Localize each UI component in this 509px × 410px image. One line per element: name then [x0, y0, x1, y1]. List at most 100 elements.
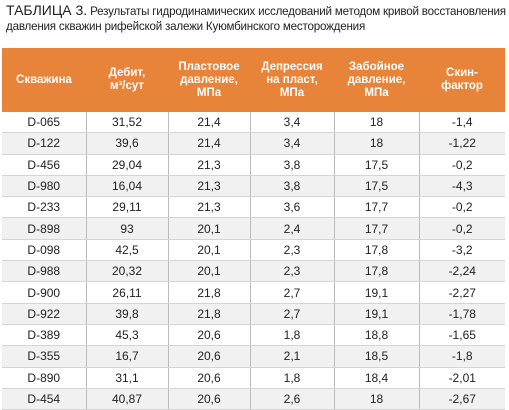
table-cell: -3,2: [418, 239, 505, 262]
table-cell: 2,4: [249, 217, 334, 240]
table-cell: D-988: [2, 260, 86, 283]
header-cell: Забойное давление, МПа: [334, 48, 419, 112]
header-cell: Дебит, м³/сут: [86, 48, 168, 112]
header-text: МПа: [364, 86, 389, 99]
table-cell: 21,3: [167, 154, 250, 176]
table-cell: 1,8: [249, 367, 334, 389]
table-row: D-456 29,04 21,3 3,8 17,5 -0,2: [2, 154, 505, 176]
header-text: Скважина: [16, 73, 72, 86]
table-cell: 29,11: [85, 196, 168, 219]
table-cell: 21,8: [167, 303, 250, 325]
table-cell: 20,1: [167, 260, 250, 283]
table-row: D-988 20,32 20,1 2,3 17,8 -2,24: [2, 260, 505, 283]
table-cell: 3,8: [249, 175, 334, 198]
table-cell: 20,32: [85, 260, 168, 283]
table-cell: 21,4: [167, 132, 250, 155]
header-row: Скважина Дебит, м³/сут Пластовое давление, МП…: [2, 48, 505, 112]
header-text: Забойное: [348, 60, 405, 73]
table-cell: 1,8: [249, 324, 334, 347]
table-cell: 18,5: [333, 345, 419, 368]
table-row: D-890 31,1 20,6 1,8 18,4 -2,01: [2, 367, 505, 389]
table-row: D-898 93 20,1 2,4 17,7 -0,2: [2, 217, 505, 240]
caption-text: Результаты гидродинамических исследовани…: [90, 5, 506, 18]
data-table: Скважина Дебит, м³/сут Пластовое давление, МП…: [2, 48, 505, 410]
table-cell: D-454: [2, 388, 86, 410]
table-cell: 19,1: [333, 281, 419, 304]
table-cell: 3,4: [249, 132, 334, 155]
table-cell: 20,1: [167, 239, 250, 262]
table-cell: 17,8: [333, 239, 419, 262]
table-cell: 31,52: [85, 112, 168, 134]
header-text: давление,: [347, 73, 406, 86]
table-cell: -2,67: [418, 388, 505, 410]
table-cell: 2,3: [249, 260, 334, 283]
table-cell: 39,6: [85, 132, 168, 155]
header-text: МПа: [279, 86, 305, 99]
table-cell: 20,6: [167, 388, 250, 410]
table-row: D-922 39,8 21,8 2,7 19,1 -1,78: [2, 303, 505, 325]
table-cell: -1,8: [418, 345, 505, 368]
table-cell: D-900: [2, 281, 86, 304]
header-text: на пласт,: [266, 73, 318, 86]
table-row: D-098 42,5 20,1 2,3 17,8 -3,2: [2, 239, 505, 262]
table-cell: D-122: [2, 132, 86, 155]
table-cell: -4,3: [418, 175, 505, 198]
table-cell: 39,8: [85, 303, 168, 325]
table-cell: D-890: [2, 367, 86, 389]
table-cell: -2,24: [418, 260, 505, 283]
table-cell: 18: [333, 388, 419, 410]
caption: ТАБЛИЦА 3. Результаты гидродинамических …: [6, 3, 506, 34]
table-cell: -1,22: [418, 132, 505, 155]
table-cell: 20,6: [167, 324, 250, 347]
table-cell: -1,78: [418, 303, 505, 325]
table-cell: D-898: [2, 217, 86, 240]
table-cell: 2,1: [249, 345, 334, 368]
caption-label: ТАБЛИЦА 3.: [6, 2, 88, 18]
table-cell: 2,6: [249, 388, 334, 410]
table-row: D-122 39,6 21,4 3,4 18 -1,22: [2, 132, 505, 155]
table-cell: 29,04: [85, 154, 168, 176]
table-cell: D-389: [2, 324, 86, 347]
table-cell: D-980: [2, 175, 86, 198]
header-cell: Депрессия на пласт, МПа: [250, 48, 334, 112]
header-text: Дебит,: [108, 67, 146, 79]
table-cell: 17,7: [333, 196, 419, 219]
table-cell: -0,2: [418, 196, 505, 219]
header-cell: Пластовое давление, МПа: [168, 48, 250, 112]
table-cell: 17,5: [333, 154, 419, 176]
table-cell: -0,2: [418, 217, 505, 240]
table-row: D-389 45,3 20,6 1,8 18,8 -1,65: [2, 324, 505, 347]
header-text: Депрессия: [261, 60, 323, 73]
header-text: давление,: [180, 73, 238, 86]
table-cell: D-233: [2, 196, 86, 219]
table-cell: D-355: [2, 345, 86, 368]
table-cell: 16,04: [85, 175, 168, 198]
table-row: D-065 31,52 21,4 3,4 18 -1,4: [2, 112, 505, 134]
table-cell: D-065: [2, 112, 86, 134]
table-row: D-454 40,87 20,6 2,6 18 -2,67: [2, 388, 505, 410]
table-cell: -2,01: [418, 367, 505, 389]
table-cell: 31,1: [85, 367, 168, 389]
table-cell: D-456: [2, 154, 86, 176]
table-cell: 3,8: [249, 154, 334, 176]
table-cell: 18,4: [333, 367, 419, 389]
table-cell: 2,7: [249, 281, 334, 304]
header-cell: Скин-фактор: [419, 48, 505, 112]
table-cell: -1,4: [418, 112, 505, 134]
header-cell: Скважина: [2, 48, 86, 112]
table-cell: 20,6: [167, 345, 250, 368]
table-row: D-900 26,11 21,8 2,7 19,1 -2,27: [2, 281, 505, 304]
table-cell: 93: [85, 217, 168, 240]
table-cell: 21,4: [167, 112, 250, 134]
header-text: МПа: [196, 86, 222, 99]
table-row: D-355 16,7 20,6 2,1 18,5 -1,8: [2, 345, 505, 368]
table-cell: 42,5: [85, 239, 168, 262]
table-cell: D-922: [2, 303, 86, 325]
table-cell: 3,6: [249, 196, 334, 219]
table-cell: 21,8: [167, 281, 250, 304]
table-cell: 26,11: [85, 281, 168, 304]
table-row: D-980 16,04 21,3 3,8 17,5 -4,3: [2, 175, 505, 198]
table-cell: 16,7: [85, 345, 168, 368]
table-cell: 20,6: [167, 367, 250, 389]
